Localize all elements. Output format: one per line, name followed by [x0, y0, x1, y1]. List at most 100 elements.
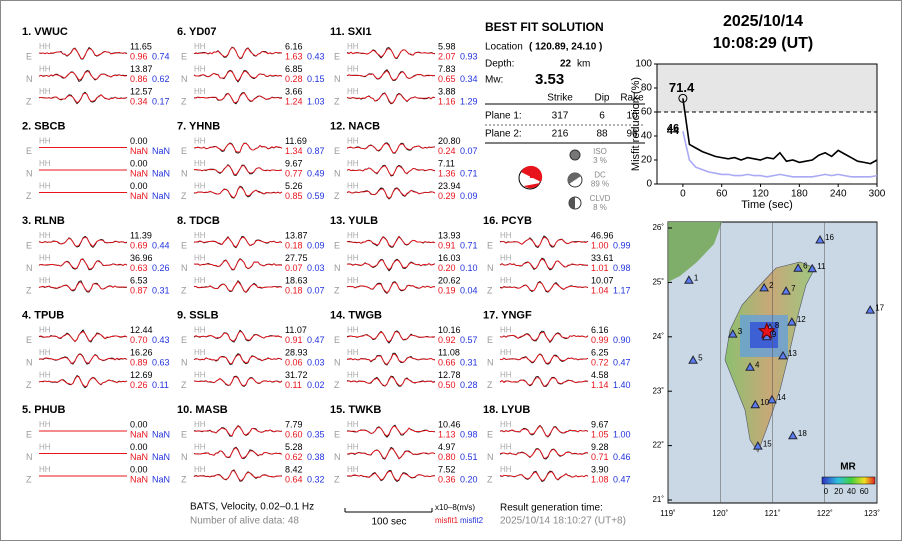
- station-name: 2. SBCB: [22, 120, 65, 132]
- channel: HH: [347, 276, 359, 285]
- component: Z: [334, 96, 340, 106]
- misfit1: 0.91: [285, 335, 303, 345]
- misfit1: 0.70: [130, 335, 148, 345]
- time: 10:08:29 (UT): [713, 35, 813, 52]
- colorbar-label: 20: [834, 487, 843, 496]
- component: N: [487, 452, 494, 462]
- misfit2: 1.40: [613, 380, 631, 390]
- waveform: [346, 331, 436, 343]
- station-name: 13. YULB: [330, 215, 378, 227]
- misfit1: 0.85: [285, 191, 303, 201]
- waveform: [193, 469, 283, 481]
- station-marker: [807, 263, 818, 273]
- component: E: [487, 429, 493, 439]
- table-header: Dip: [594, 93, 609, 104]
- channel: HH: [194, 348, 206, 357]
- misfit2: 0.59: [307, 191, 325, 201]
- lon-label: 119˚: [660, 509, 676, 518]
- misfit1: 0.86: [130, 74, 148, 84]
- station-marker: [778, 350, 788, 360]
- waveform: [193, 258, 283, 270]
- waveform: [346, 92, 436, 104]
- amplitude: 20.62: [438, 275, 461, 285]
- channel: HH: [347, 420, 359, 429]
- channel: HH: [194, 420, 206, 429]
- amplitude: 11.39: [130, 230, 152, 240]
- station-label: 17: [875, 303, 884, 312]
- misfit2: 0.87: [307, 146, 325, 156]
- amplitude: 10.46: [438, 419, 461, 429]
- channel: HH: [39, 326, 51, 335]
- component: N: [26, 263, 33, 273]
- misfit2: 0.71: [460, 240, 478, 250]
- misfit1: 0.92: [438, 335, 456, 345]
- misfit2: 0.20: [460, 474, 478, 484]
- station-label: 14: [777, 393, 786, 402]
- amplitude: 28.93: [285, 347, 308, 357]
- plane-label: Plane 2:: [485, 129, 522, 140]
- channel: HH: [347, 231, 359, 240]
- line: [682, 98, 878, 165]
- x-tick-label: 180: [791, 189, 808, 200]
- waveform: [38, 92, 128, 104]
- channel: HH: [39, 254, 51, 263]
- footer: misfit1: [435, 516, 459, 525]
- waveform: [193, 354, 283, 364]
- misfit2: 0.71: [460, 168, 478, 178]
- lon-label: 121˚: [764, 509, 780, 518]
- misfit1: NaN: [130, 452, 148, 462]
- mt-component: DC: [594, 171, 606, 180]
- misfit2: 0.35: [307, 429, 325, 439]
- amplitude: 7.52: [438, 464, 456, 474]
- station-name: 16. PCYB: [483, 215, 532, 227]
- amplitude: 6.16: [285, 41, 303, 51]
- misfit2: 0.02: [307, 380, 325, 390]
- waveform: [346, 165, 436, 176]
- waveform: [499, 471, 589, 482]
- misfit1: 0.99: [591, 335, 609, 345]
- misfit1: 0.28: [285, 74, 303, 84]
- component: Z: [181, 474, 187, 484]
- y-tick-label: 60: [641, 107, 653, 118]
- amplitude: 9.28: [591, 442, 609, 452]
- channel: HH: [347, 65, 359, 74]
- misfit1: 0.96: [130, 51, 148, 61]
- component: E: [26, 51, 32, 61]
- misfit2: 0.47: [613, 357, 631, 367]
- misfit2: 0.17: [152, 96, 170, 106]
- channel: HH: [194, 87, 206, 96]
- amplitude: 31.72: [285, 370, 308, 380]
- waveform: [499, 375, 589, 387]
- lon-label: 122˚: [817, 509, 833, 518]
- station-name: 11. SXI1: [330, 26, 372, 38]
- label: Mw:: [485, 75, 503, 86]
- misfit2: 0.51: [460, 452, 478, 462]
- misfit1: 0.07: [285, 263, 303, 273]
- solution-title: BEST FIT SOLUTION: [485, 20, 604, 34]
- plane-value: 317: [552, 111, 569, 122]
- amplitude: 46.96: [591, 230, 614, 240]
- misfit2: 0.44: [152, 240, 170, 250]
- component: N: [334, 74, 341, 84]
- station-label: 8: [775, 321, 780, 330]
- misfit1: 0.89: [130, 357, 148, 367]
- misfit2: 0.03: [307, 263, 325, 273]
- component: N: [487, 263, 494, 273]
- channel: HH: [39, 276, 51, 285]
- misfit1: 0.77: [285, 168, 303, 178]
- misfit1: NaN: [130, 146, 148, 156]
- misfit1: 1.34: [285, 146, 303, 156]
- lon-label: 123˚: [864, 509, 880, 518]
- mt-percent: 8 %: [593, 203, 607, 212]
- amplitude: 4.58: [591, 370, 609, 380]
- station-marker: [745, 362, 755, 371]
- channel: HH: [194, 326, 206, 335]
- misfit2: 0.07: [460, 146, 478, 156]
- misfit2: 1.00: [613, 429, 631, 439]
- misfit1: 0.65: [438, 74, 456, 84]
- amplitude: 16.26: [130, 347, 153, 357]
- footer: 100 sec: [371, 517, 406, 528]
- misfit1: 0.18: [285, 240, 303, 250]
- amplitude: 0.00: [130, 158, 148, 168]
